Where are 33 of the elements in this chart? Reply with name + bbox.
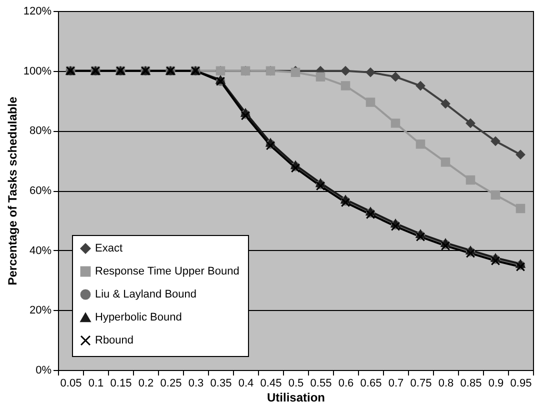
x-tick-label: 0.05 xyxy=(60,378,82,390)
x-tick-label: 0.8 xyxy=(438,378,454,390)
x-tick-label: 0.6 xyxy=(338,378,354,390)
x-tick-label: 0.5 xyxy=(288,378,304,390)
x-tick-label: 0.2 xyxy=(138,378,154,390)
x-tick-label: 0.7 xyxy=(388,378,404,390)
y-tick-label: 0% xyxy=(36,364,52,376)
x-tick-label: 0.4 xyxy=(238,378,254,390)
x-tick-label: 0.25 xyxy=(160,378,182,390)
y-axis-title: Percentage of Tasks schedulable xyxy=(5,96,20,286)
x-tick-label: 0.75 xyxy=(410,378,432,390)
legend-label: Exact xyxy=(95,242,123,254)
legend-label: Rbound xyxy=(95,334,134,346)
legend-label: Hyperbolic Bound xyxy=(95,312,182,324)
y-tick-label: 80% xyxy=(29,125,52,138)
legend-label: Liu & Layland Bound xyxy=(95,288,197,300)
x-tick-label: 0.55 xyxy=(310,378,332,390)
legend-label: Response Time Upper Bound xyxy=(95,266,240,278)
x-tick-label: 0.85 xyxy=(460,378,482,390)
x-tick-label: 0.45 xyxy=(260,378,282,390)
y-tick-label: 100% xyxy=(23,65,52,78)
x-tick-label: 0.1 xyxy=(88,378,104,390)
y-tick-label: 120% xyxy=(23,6,52,18)
x-tick-label: 0.9 xyxy=(488,378,504,390)
x-tick-label: 0.35 xyxy=(210,378,232,390)
x-tick-label: 0.3 xyxy=(188,378,204,390)
x-tick-label: 0.65 xyxy=(360,378,382,390)
x-tick-label: 0.95 xyxy=(510,378,532,390)
y-tick-label: 40% xyxy=(29,244,52,257)
x-axis-title: Utilisation xyxy=(266,390,326,404)
y-tick-label: 20% xyxy=(29,304,52,317)
y-tick-label: 60% xyxy=(29,185,52,197)
x-tick-label: 0.15 xyxy=(110,378,132,390)
